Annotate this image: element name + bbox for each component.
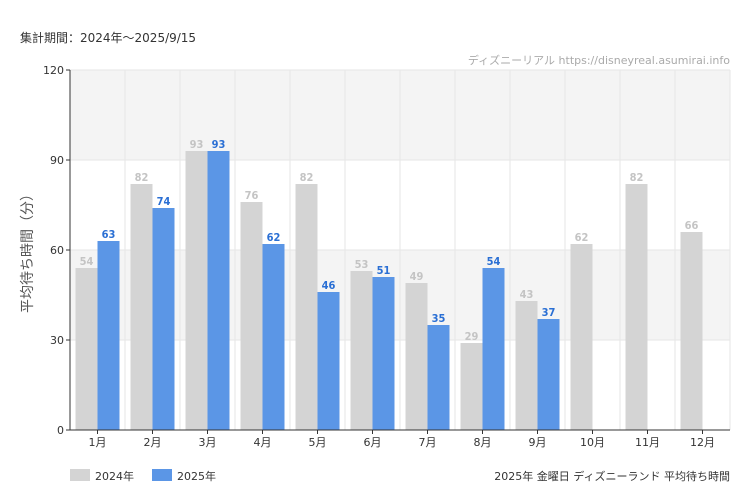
data-label-2025年-2月: 74 [157,195,171,208]
bar-2025年-5月 [317,292,340,430]
x-tick-label: 5月 [309,436,327,449]
bar-2024年-9月 [515,301,538,430]
x-tick-label: 11月 [635,436,660,449]
x-tick-label: 2月 [144,436,162,449]
bar-2024年-10月 [570,244,593,430]
bar-2024年-7月 [405,283,428,430]
x-tick-label: 6月 [364,436,382,449]
bar-2025年-8月 [482,268,505,430]
data-label-2025年-4月: 62 [267,231,281,244]
y-axis-label: 平均待ち時間（分） [20,187,36,313]
bar-2024年-3月 [185,151,208,430]
y-tick-labels: 0 30 60 90 120 [43,64,64,437]
bar-2025年-4月 [262,244,285,430]
legend-label-2024年: 2024年 [95,469,134,483]
x-tick-label: 9月 [529,436,547,449]
x-tick-label: 7月 [419,436,437,449]
legend-swatch-2025年 [152,469,172,481]
x-tick-label: 8月 [474,436,492,449]
bar-2024年-5月 [295,184,318,430]
bar-2024年-11月 [625,184,648,430]
data-label-2025年-9月: 37 [542,306,556,319]
legend: 2024年 2025年 [70,469,216,483]
bar-2024年-1月 [75,268,98,430]
y-tick-label: 30 [50,334,64,347]
data-label-2024年-2月: 82 [135,171,149,184]
x-tick-labels: 1月 2月 3月 4月 5月 6月 7月 8月 9月 10月 11月 12月 [89,436,716,449]
x-tick-label: 12月 [690,436,715,449]
data-label-2025年-8月: 54 [487,255,501,268]
x-tick-label: 3月 [199,436,217,449]
bar-2024年-4月 [240,202,263,430]
data-label-2025年-1月: 63 [102,228,116,241]
data-label-2024年-11月: 82 [630,171,644,184]
bar-2025年-7月 [427,325,450,430]
bar-2024年-2月 [130,184,153,430]
bar-2025年-3月 [207,151,230,430]
period-label: 集計期間：2024年～2025/9/15 [20,31,197,45]
footer-label: 2025年 金曜日 ディズニーランド 平均待ち時間 [494,469,730,483]
data-label-2024年-6月: 53 [355,258,369,271]
bars [75,151,703,430]
data-label-2024年-4月: 76 [245,189,259,202]
bar-2025年-9月 [537,319,560,430]
legend-swatch-2024年 [70,469,90,481]
x-tick-label: 4月 [254,436,272,449]
x-tick-label: 1月 [89,436,107,449]
bar-2024年-6月 [350,271,373,430]
data-label-2024年-1月: 54 [80,255,94,268]
data-label-2024年-7月: 49 [410,270,424,283]
bar-2025年-6月 [372,277,395,430]
data-label-2024年-9月: 43 [520,288,534,301]
data-label-2024年-12月: 66 [685,219,699,232]
y-tick-label: 0 [57,424,64,437]
data-label-2024年-3月: 93 [190,138,204,151]
bar-2024年-12月 [680,232,703,430]
data-label-2025年-7月: 35 [432,312,446,325]
axes [66,69,730,434]
watermark-text: ディズニーリアル https://disneyreal.asumirai.inf… [468,53,730,67]
data-label-2024年-5月: 82 [300,171,314,184]
y-tick-label: 120 [43,64,64,77]
data-label-2025年-6月: 51 [377,264,391,277]
data-labels: 54 82 93 76 82 53 49 29 43 62 82 66 63 74 93 62 46 51 35 54… [80,138,699,343]
legend-label-2025年: 2025年 [177,469,216,483]
bar-2025年-2月 [152,208,175,430]
bar-2025年-1月 [97,241,120,430]
y-tick-label: 60 [50,244,64,257]
y-tick-label: 90 [50,154,64,167]
x-tick-label: 10月 [580,436,605,449]
bar-2024年-8月 [460,343,483,430]
data-label-2025年-5月: 46 [322,279,336,292]
data-label-2024年-10月: 62 [575,231,589,244]
data-label-2025年-3月: 93 [212,138,226,151]
data-label-2024年-8月: 29 [465,330,479,343]
